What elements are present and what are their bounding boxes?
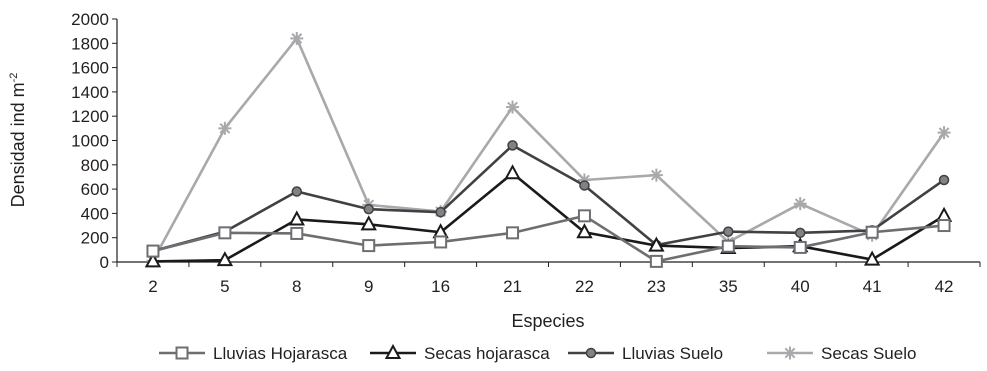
data-point	[218, 226, 232, 240]
x-tick-label: 35	[719, 277, 738, 296]
x-tick-label: 41	[863, 277, 882, 296]
x-tick-label: 21	[503, 277, 522, 296]
data-point	[360, 215, 377, 231]
y-axis-title: Densidad ind m-2	[8, 73, 28, 208]
data-point	[579, 180, 590, 191]
data-point	[863, 250, 881, 266]
data-point	[935, 206, 953, 222]
data-point	[218, 121, 232, 135]
data-point	[435, 206, 446, 218]
data-point	[363, 203, 374, 215]
legend-item: Secas hojarasca	[370, 343, 550, 363]
data-point	[577, 209, 591, 223]
x-tick-label: 42	[935, 277, 954, 296]
series-line	[152, 172, 945, 263]
chart-legend: Lluvias Hojarasca Secas hojarasca Lluvias …	[159, 343, 916, 363]
y-tick-label: 1000	[71, 132, 109, 151]
data-point	[290, 226, 304, 240]
legend-label: Secas Suelo	[821, 344, 916, 363]
data-point	[506, 226, 520, 240]
x-tick-label: 8	[292, 277, 301, 296]
data-point	[649, 254, 663, 268]
y-tick-label: 1600	[71, 59, 109, 78]
legend-label: Lluvias Suelo	[622, 344, 723, 363]
legend-item: Lluvias Hojarasca	[159, 344, 348, 363]
y-tick-label: 2000	[71, 10, 109, 29]
legend-marker	[175, 346, 189, 360]
y-axis-title-superscript: -2	[8, 73, 20, 83]
data-point	[146, 244, 160, 258]
data-point	[649, 168, 663, 182]
y-tick-label: 400	[81, 204, 109, 223]
y-tick-label: 0	[100, 253, 109, 272]
data-point	[507, 140, 518, 151]
y-tick-label: 200	[81, 229, 109, 248]
data-point	[865, 225, 879, 239]
data-point	[504, 164, 521, 180]
series-layer	[144, 31, 953, 268]
data-point	[288, 210, 305, 226]
data-point	[362, 239, 376, 253]
series-circle	[147, 140, 950, 257]
data-point	[648, 236, 665, 252]
data-point	[576, 223, 593, 239]
legend-marker	[585, 347, 597, 359]
x-tick-label: 40	[791, 277, 810, 296]
legend-item: Lluvias Suelo	[568, 344, 723, 363]
data-point	[937, 219, 951, 233]
x-tick-label: 2	[148, 277, 157, 296]
legend-label: Secas hojarasca	[424, 344, 550, 363]
series-line	[152, 144, 945, 253]
data-point	[721, 239, 735, 253]
legend-label: Lluvias Hojarasca	[213, 344, 348, 363]
data-point	[793, 197, 807, 211]
y-tick-label: 1400	[71, 83, 109, 102]
data-point	[938, 174, 950, 186]
y-axis-title-text: Densidad ind m	[8, 82, 28, 207]
data-point	[434, 235, 448, 249]
x-tick-label: 9	[364, 277, 373, 296]
data-point	[216, 251, 234, 267]
series-line	[151, 37, 946, 262]
legend-item: Secas Suelo	[767, 344, 916, 363]
data-point	[291, 186, 303, 197]
data-point	[723, 226, 734, 237]
y-tick-label: 1200	[71, 107, 109, 126]
series-line	[152, 214, 945, 263]
data-point	[793, 240, 807, 254]
data-point	[144, 252, 162, 268]
y-tick-label: 800	[81, 156, 109, 175]
data-point	[794, 227, 806, 239]
chart-axes: 0 200 400 600 800 1000 1200 1400 1600 1800 2000 2 5 8…	[71, 10, 981, 296]
x-tick-label: 16	[431, 277, 450, 296]
x-tick-label: 22	[575, 277, 594, 296]
y-tick-label: 600	[81, 180, 109, 199]
x-tick-label: 23	[647, 277, 666, 296]
legend-marker	[783, 346, 797, 360]
x-tick-label: 5	[220, 277, 229, 296]
data-point	[290, 31, 304, 45]
legend-marker	[384, 343, 402, 359]
x-axis-title: Especies	[511, 311, 584, 331]
y-tick-label: 1800	[71, 34, 109, 53]
data-point	[506, 100, 520, 114]
data-point	[937, 126, 951, 140]
series-square	[146, 209, 951, 268]
